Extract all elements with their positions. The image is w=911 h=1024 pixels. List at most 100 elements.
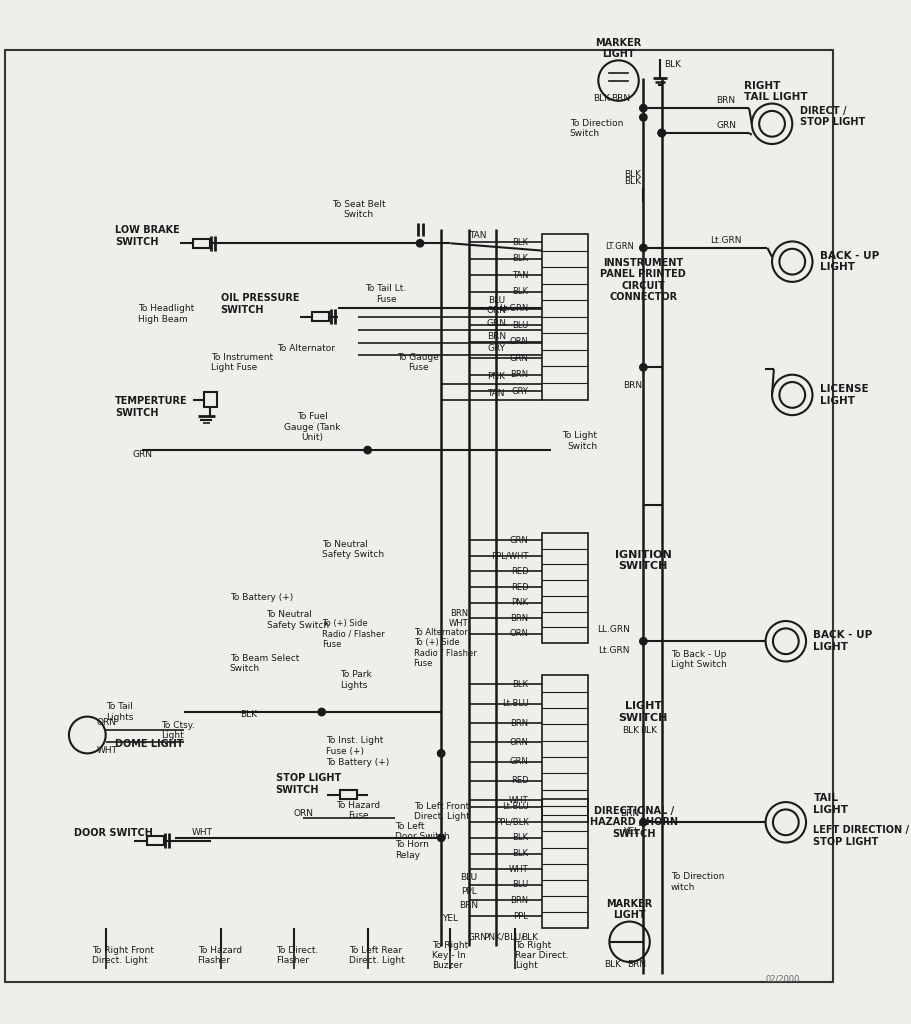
Text: LT.GRN: LT.GRN — [605, 242, 634, 251]
Text: GRN: GRN — [716, 121, 736, 130]
Text: To Beam Select
Switch: To Beam Select Switch — [230, 653, 299, 673]
Text: To Neutral
Safety Switch: To Neutral Safety Switch — [322, 540, 384, 559]
Text: To Horn
Relay: To Horn Relay — [395, 840, 429, 859]
Text: To Seat Belt
Switch: To Seat Belt Switch — [332, 200, 385, 219]
Text: PPL/WHT: PPL/WHT — [491, 551, 528, 560]
Text: To Instrument
Light Fuse: To Instrument Light Fuse — [211, 353, 273, 373]
Text: BLK: BLK — [622, 726, 639, 735]
Text: To Fuel
Gauge (Tank
Unit): To Fuel Gauge (Tank Unit) — [284, 413, 341, 442]
Text: To Tail
Lights: To Tail Lights — [106, 702, 133, 722]
Text: GRY: GRY — [512, 387, 528, 395]
Text: To Right
Key - In
Buzzer: To Right Key - In Buzzer — [432, 941, 468, 971]
Text: RED: RED — [511, 776, 528, 785]
Text: BLK: BLK — [513, 680, 528, 689]
Text: Lt.GRN: Lt.GRN — [599, 646, 630, 655]
Text: DIRECT /
STOP LIGHT: DIRECT / STOP LIGHT — [800, 105, 865, 127]
Circle shape — [658, 129, 665, 136]
Text: To Left Rear
Direct. Light: To Left Rear Direct. Light — [349, 946, 405, 966]
Text: To (+) Side
Radio / Flasher
Fuse: To (+) Side Radio / Flasher Fuse — [322, 618, 384, 649]
Bar — [204, 392, 217, 407]
Text: BLU: BLU — [487, 296, 505, 305]
Text: To Direct.
Flasher: To Direct. Flasher — [276, 946, 318, 966]
Text: PPL: PPL — [514, 911, 528, 921]
Text: To Right Front
Direct. Light: To Right Front Direct. Light — [92, 946, 154, 966]
Text: To Park
Lights: To Park Lights — [340, 670, 372, 689]
Text: BLK: BLK — [521, 933, 537, 942]
Text: IGNITION
SWITCH: IGNITION SWITCH — [615, 550, 671, 571]
Text: BRN: BRN — [628, 961, 647, 970]
Text: BACK - UP
LIGHT: BACK - UP LIGHT — [820, 251, 879, 272]
Text: 02/2000: 02/2000 — [765, 974, 800, 983]
Text: BRN: BRN — [510, 896, 528, 905]
Text: To Headlight
High Beam: To Headlight High Beam — [138, 304, 194, 324]
Text: BRN: BRN — [510, 719, 528, 727]
Bar — [312, 312, 329, 322]
Text: BLK: BLK — [513, 238, 528, 247]
Text: ORN: ORN — [486, 306, 507, 314]
Text: To Neutral
Safety Switch: To Neutral Safety Switch — [267, 610, 329, 630]
Text: BLU: BLU — [460, 872, 477, 882]
Text: BRN: BRN — [619, 809, 639, 817]
Text: BLK: BLK — [640, 726, 657, 735]
Text: To Hazard
Fuse: To Hazard Fuse — [336, 801, 381, 820]
Text: BLK: BLK — [513, 254, 528, 263]
Text: BLK: BLK — [513, 288, 528, 297]
Bar — [340, 791, 356, 800]
Text: To Inst. Light
Fuse (+): To Inst. Light Fuse (+) — [326, 736, 384, 756]
Text: MARKER
LIGHT: MARKER LIGHT — [607, 899, 652, 921]
Bar — [542, 800, 589, 928]
Text: BRN: BRN — [623, 381, 642, 390]
Text: GRN: GRN — [510, 353, 528, 362]
Text: BLK: BLK — [624, 177, 640, 186]
Circle shape — [318, 709, 325, 716]
Text: INNSTRUMENT
PANEL PRINTED
CIRCUIT
CONNECTOR: INNSTRUMENT PANEL PRINTED CIRCUIT CONNEC… — [600, 258, 686, 302]
Text: LL.GRN: LL.GRN — [597, 625, 630, 634]
Text: RIGHT
TAIL LIGHT: RIGHT TAIL LIGHT — [744, 81, 808, 102]
Text: GRY: GRY — [487, 344, 506, 353]
Text: DOME LIGHT: DOME LIGHT — [115, 739, 183, 750]
Text: TAN: TAN — [469, 231, 486, 241]
Text: ORN: ORN — [509, 630, 528, 638]
Text: ORN: ORN — [509, 738, 528, 746]
Text: Lt.BLU: Lt.BLU — [502, 802, 528, 811]
Text: To Back - Up
Light Switch: To Back - Up Light Switch — [670, 650, 727, 670]
Text: BLK: BLK — [664, 59, 681, 69]
Text: GRN: GRN — [510, 536, 528, 545]
Circle shape — [640, 818, 647, 826]
Text: To Left
Door Switch: To Left Door Switch — [395, 822, 450, 841]
Circle shape — [437, 835, 445, 842]
Text: To Battery (+): To Battery (+) — [326, 758, 390, 767]
Text: ORN: ORN — [509, 337, 528, 346]
Text: To Battery (+): To Battery (+) — [230, 593, 293, 602]
Text: YEL: YEL — [623, 827, 639, 836]
Text: BLK: BLK — [513, 834, 528, 843]
Text: DOOR SWITCH: DOOR SWITCH — [74, 828, 152, 839]
Text: To Direction
Switch: To Direction Switch — [570, 119, 623, 138]
Text: ORN: ORN — [97, 718, 117, 727]
Text: PPL: PPL — [461, 887, 476, 896]
Circle shape — [640, 364, 647, 371]
Text: LEFT DIRECTION /
STOP LIGHT: LEFT DIRECTION / STOP LIGHT — [814, 825, 909, 847]
Text: BRN: BRN — [611, 94, 630, 103]
Text: BLU: BLU — [512, 881, 528, 889]
Text: TEMPERTURE
SWITCH: TEMPERTURE SWITCH — [115, 396, 188, 418]
Text: Lt.BLU: Lt.BLU — [502, 699, 528, 709]
Text: PNK: PNK — [511, 598, 528, 607]
Text: BRN: BRN — [486, 332, 506, 341]
Text: BLK: BLK — [624, 170, 640, 179]
Text: RED: RED — [511, 583, 528, 592]
Text: TAIL
LIGHT: TAIL LIGHT — [814, 794, 848, 815]
Text: MARKER
LIGHT: MARKER LIGHT — [596, 38, 641, 59]
Text: YEL: YEL — [443, 914, 458, 924]
Text: To Right
Rear Direct.
Light: To Right Rear Direct. Light — [515, 941, 568, 971]
Circle shape — [364, 446, 372, 454]
Text: BLK: BLK — [240, 711, 257, 719]
Text: TAN: TAN — [512, 271, 528, 280]
Text: LOW BRAKE
SWITCH: LOW BRAKE SWITCH — [115, 225, 179, 247]
Text: BRN
WHT: BRN WHT — [449, 608, 469, 628]
Text: To Hazard
Flasher: To Hazard Flasher — [198, 946, 241, 966]
Text: BRN: BRN — [510, 613, 528, 623]
Text: GRN: GRN — [510, 757, 528, 766]
Text: PNK/BLU/: PNK/BLU/ — [483, 933, 524, 942]
Text: OIL PRESSURE
SWITCH: OIL PRESSURE SWITCH — [220, 293, 299, 314]
